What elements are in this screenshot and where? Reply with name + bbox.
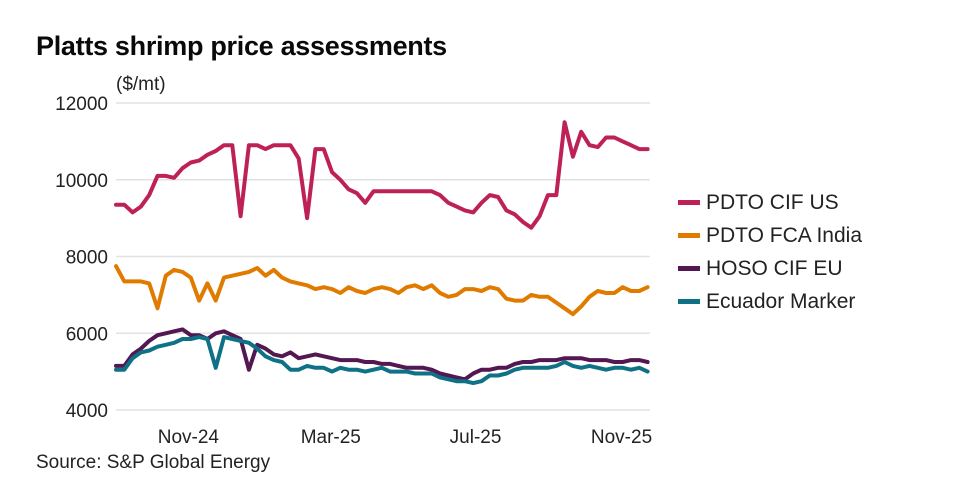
x-axis-ticks: Nov-24 Mar-25 Jul-25 Nov-25	[158, 427, 652, 448]
x-tick-label: Nov-24	[158, 427, 220, 448]
legend-label: Ecuador Marker	[706, 289, 856, 313]
legend-swatch	[678, 299, 700, 304]
legend-label: PDTO CIF US	[706, 190, 839, 214]
series-line-pdto-cif-us	[114, 120, 650, 230]
legend-swatch	[678, 233, 700, 238]
legend-item: HOSO CIF EU	[678, 252, 862, 285]
x-tick-label: Nov-25	[591, 427, 652, 448]
series-line-ecuador-marker	[114, 335, 650, 386]
y-tick-label: 10000	[55, 171, 108, 192]
legend-label: PDTO FCA India	[706, 223, 863, 247]
series-line-pdto-fca-india	[114, 264, 650, 317]
legend-swatch	[678, 200, 700, 205]
series-lines	[114, 120, 650, 386]
legend-item: Ecuador Marker	[678, 285, 862, 318]
source-note: Source: S&P Global Energy	[36, 452, 271, 473]
y-tick-label: 4000	[66, 401, 108, 422]
legend-item: PDTO CIF US	[678, 186, 862, 219]
legend-swatch	[678, 266, 700, 271]
y-tick-label: 6000	[66, 324, 108, 345]
y-tick-label: 8000	[66, 248, 108, 269]
legend-item: PDTO FCA India	[678, 219, 862, 252]
y-axis-ticks: 4000 6000 8000 10000 12000	[55, 94, 108, 422]
legend: PDTO CIF US PDTO FCA India HOSO CIF EU Ecua…	[678, 186, 862, 318]
chart-title: Platts shrimp price assessments	[36, 31, 447, 61]
y-axis-unit-label: ($/mt)	[116, 74, 166, 95]
gridlines	[116, 102, 650, 411]
x-tick-label: Jul-25	[450, 427, 502, 448]
legend-label: HOSO CIF EU	[706, 256, 843, 280]
y-tick-label: 12000	[55, 94, 108, 115]
x-tick-label: Mar-25	[301, 427, 361, 448]
